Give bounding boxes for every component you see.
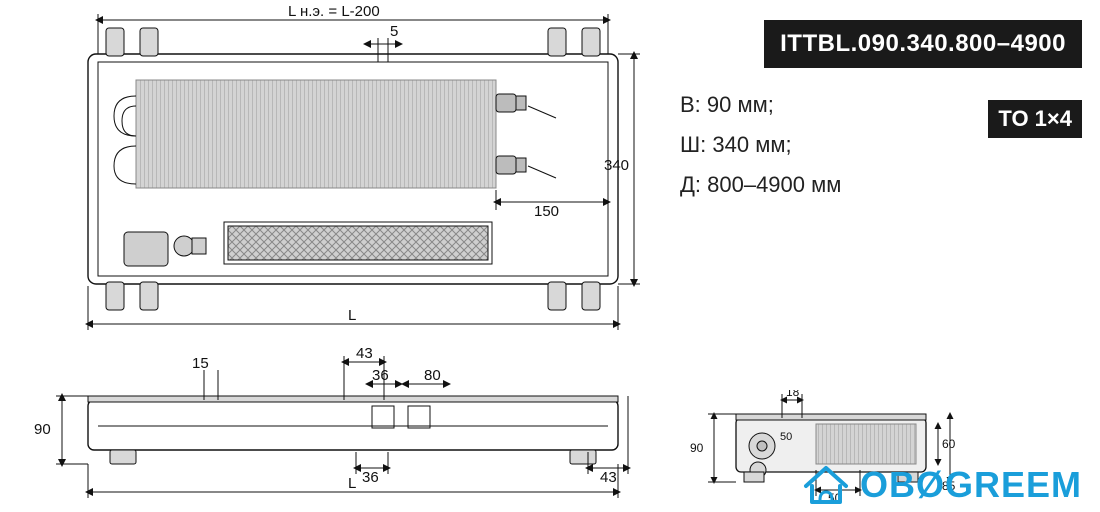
dim-150: 150: [534, 203, 559, 220]
technical-drawing: L н.э. = L-200 5 340 150 L: [28, 6, 648, 506]
dim-43b: 43: [600, 469, 617, 486]
dim-80: 80: [424, 367, 441, 384]
spec-width: Ш: 340 мм;: [680, 132, 792, 158]
dim-60: 60: [942, 437, 956, 451]
spec-height: В: 90 мм;: [680, 92, 774, 118]
dim-340: 340: [604, 157, 629, 174]
dim-18: 18: [786, 390, 800, 399]
dim-36a: 36: [372, 367, 389, 384]
dim-5: 5: [390, 23, 398, 40]
spec-depth: Д: 800–4900 мм: [680, 172, 841, 198]
dim-36b: 36: [362, 469, 379, 486]
dim-90-front: 90: [34, 421, 51, 438]
model-code-badge: ITTBL.090.340.800–4900: [764, 20, 1082, 68]
to-badge: TO 1×4: [988, 100, 1082, 138]
canvas: ITTBL.090.340.800–4900 TO 1×4 В: 90 мм; …: [0, 0, 1100, 512]
logo-text: OBØGREEM: [860, 464, 1082, 506]
dim-90-side: 90: [690, 441, 704, 455]
house-icon: [802, 464, 850, 506]
dim-15: 15: [192, 355, 209, 372]
logo: OBØGREEM: [802, 464, 1082, 506]
dim-L-front: L: [348, 475, 356, 492]
dim-50a: 50: [780, 431, 792, 443]
dim-top: L н.э. = L-200: [288, 6, 380, 20]
dim-43a: 43: [356, 345, 373, 362]
dim-L-top: L: [348, 307, 356, 324]
